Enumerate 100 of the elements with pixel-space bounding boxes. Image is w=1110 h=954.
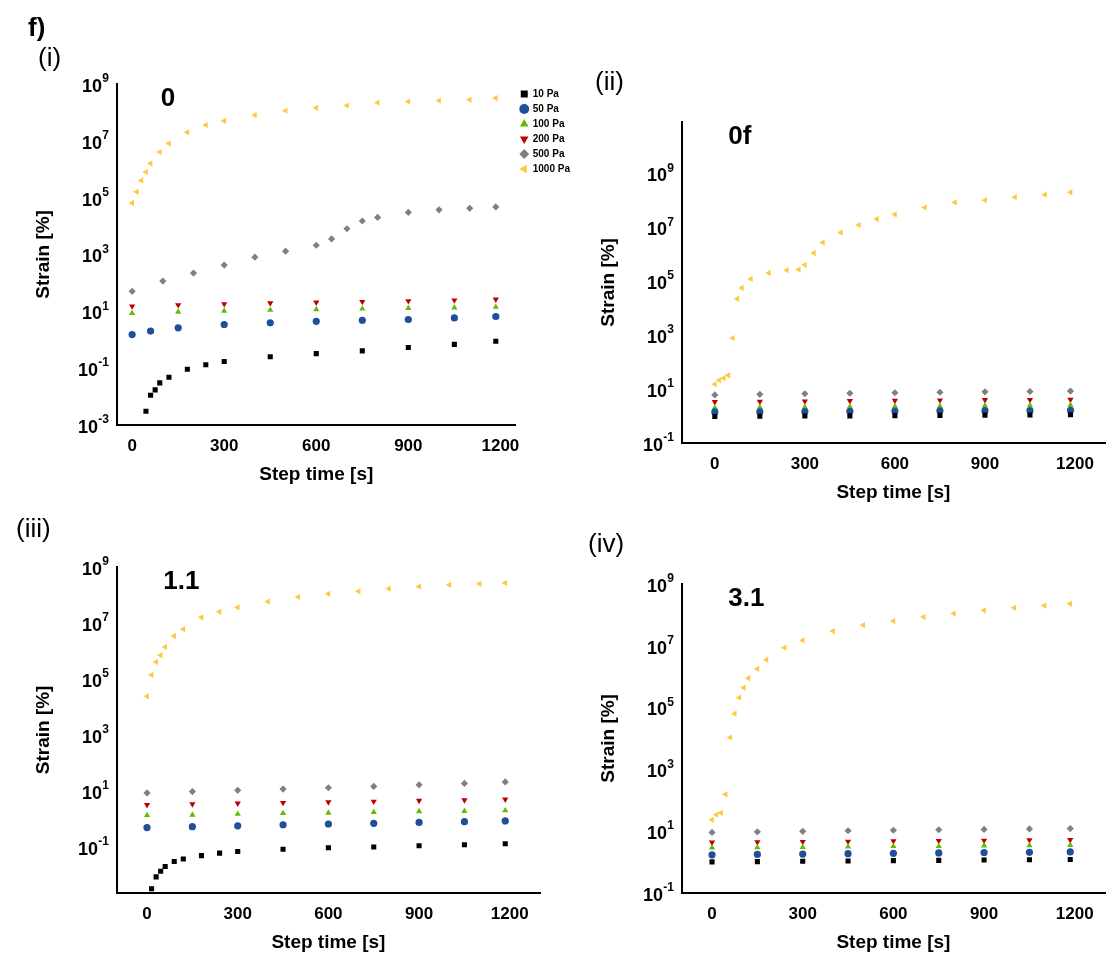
point bbox=[981, 197, 987, 204]
point bbox=[711, 381, 717, 388]
point bbox=[149, 886, 155, 892]
point bbox=[415, 798, 423, 805]
point bbox=[1010, 604, 1017, 611]
point bbox=[708, 851, 716, 859]
point bbox=[1041, 191, 1047, 198]
point bbox=[981, 407, 989, 415]
point bbox=[461, 807, 468, 813]
point bbox=[819, 239, 825, 246]
point bbox=[855, 221, 861, 229]
point bbox=[312, 241, 320, 249]
point bbox=[175, 308, 182, 314]
point bbox=[374, 213, 382, 222]
point bbox=[174, 324, 182, 332]
point bbox=[466, 204, 474, 212]
point bbox=[312, 317, 320, 325]
point bbox=[279, 821, 287, 829]
point bbox=[844, 850, 852, 858]
point bbox=[451, 341, 457, 347]
point bbox=[466, 96, 472, 103]
point bbox=[726, 734, 732, 741]
chart-title: 0f bbox=[728, 120, 752, 151]
point bbox=[738, 284, 744, 291]
point bbox=[234, 786, 242, 794]
point bbox=[951, 199, 957, 206]
point bbox=[137, 177, 144, 184]
y-axis-title: Strain [%] bbox=[31, 685, 53, 775]
point bbox=[744, 675, 751, 682]
point bbox=[143, 408, 149, 414]
point bbox=[234, 604, 240, 611]
point bbox=[493, 338, 499, 344]
chart-title: 1.1 bbox=[163, 565, 200, 596]
x-tick-label: 1200 bbox=[481, 435, 520, 455]
x-tick-label: 600 bbox=[314, 903, 343, 923]
point bbox=[844, 843, 852, 849]
point bbox=[936, 398, 944, 404]
point bbox=[1027, 412, 1033, 418]
x-tick-label: 600 bbox=[302, 435, 331, 455]
point bbox=[981, 857, 987, 863]
point bbox=[1067, 401, 1074, 407]
point bbox=[294, 593, 300, 601]
point bbox=[143, 811, 151, 818]
point bbox=[935, 849, 943, 857]
text: (ii) bbox=[595, 66, 624, 97]
point bbox=[279, 809, 287, 816]
point bbox=[175, 303, 182, 309]
point bbox=[280, 846, 286, 852]
x-tick-label: 300 bbox=[788, 903, 817, 923]
point bbox=[1026, 397, 1034, 404]
point bbox=[492, 303, 499, 309]
point bbox=[982, 412, 988, 418]
point bbox=[405, 344, 411, 350]
point bbox=[343, 102, 349, 109]
point bbox=[981, 398, 989, 404]
point bbox=[708, 816, 714, 823]
point bbox=[709, 859, 715, 865]
point bbox=[460, 818, 469, 826]
point bbox=[501, 817, 509, 825]
point bbox=[370, 782, 378, 791]
point bbox=[416, 843, 422, 849]
legend-label: 10 Pa bbox=[532, 87, 560, 99]
x-axis-title: Step time [s] bbox=[259, 462, 374, 484]
point bbox=[753, 850, 761, 859]
point bbox=[731, 710, 737, 717]
legend-label: 1000 Pa bbox=[532, 162, 571, 174]
point bbox=[756, 390, 764, 398]
x-tick-label: 900 bbox=[970, 453, 1000, 473]
point bbox=[325, 809, 332, 815]
point bbox=[217, 850, 223, 856]
point bbox=[729, 335, 735, 342]
point bbox=[981, 388, 989, 396]
point bbox=[801, 261, 807, 268]
point bbox=[936, 388, 944, 396]
point bbox=[747, 275, 753, 283]
point bbox=[937, 412, 943, 418]
x-tick-label: 1200 bbox=[1056, 453, 1094, 473]
point bbox=[220, 117, 227, 125]
point bbox=[324, 590, 331, 597]
point bbox=[460, 779, 469, 788]
point bbox=[221, 358, 227, 364]
x-tick-label: 600 bbox=[880, 453, 910, 473]
point bbox=[405, 299, 412, 305]
point bbox=[762, 656, 769, 663]
x-axis-title: Step time [s] bbox=[836, 480, 951, 502]
point bbox=[802, 413, 808, 419]
point bbox=[221, 307, 228, 313]
point bbox=[980, 849, 988, 857]
point bbox=[325, 845, 331, 851]
point bbox=[220, 261, 228, 269]
x-axis-title: Step time [s] bbox=[836, 930, 951, 952]
point bbox=[1066, 600, 1073, 607]
point bbox=[733, 295, 740, 302]
point bbox=[165, 140, 171, 147]
point bbox=[1067, 856, 1073, 863]
point bbox=[765, 269, 771, 277]
point bbox=[445, 581, 452, 588]
point bbox=[133, 188, 139, 195]
point bbox=[502, 841, 508, 847]
point bbox=[128, 199, 134, 207]
